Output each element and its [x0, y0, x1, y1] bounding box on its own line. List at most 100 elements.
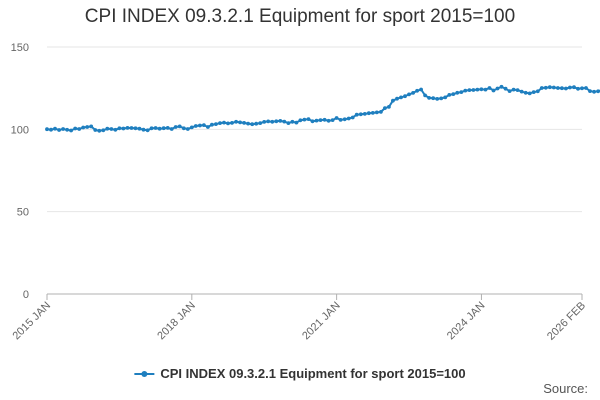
x-tick-label: 2026 FEB — [545, 300, 588, 343]
data-point — [141, 127, 146, 132]
data-point — [238, 120, 243, 125]
data-point — [334, 116, 339, 120]
data-point — [89, 124, 94, 129]
data-point — [214, 122, 218, 126]
data-point — [306, 117, 311, 121]
data-point — [511, 87, 516, 92]
data-point — [274, 119, 279, 124]
data-point — [177, 124, 182, 129]
data-point — [519, 89, 524, 94]
data-point — [101, 128, 106, 133]
chart-title: CPI INDEX 09.3.2.1 Equipment for sport 2… — [84, 6, 516, 27]
data-point — [193, 124, 198, 128]
y-axis: 0 50 100 150 — [11, 42, 29, 301]
data-point — [286, 121, 291, 125]
data-point — [507, 89, 512, 93]
data-point — [202, 123, 206, 127]
data-point — [262, 120, 267, 124]
data-point — [346, 116, 351, 121]
data-point — [443, 95, 448, 100]
data-point — [49, 127, 53, 132]
data-point — [419, 87, 423, 92]
data-point — [109, 127, 114, 131]
data-point — [354, 112, 359, 117]
data-point — [314, 118, 319, 123]
data-point — [77, 127, 82, 131]
series-line — [46, 85, 600, 132]
data-point — [499, 84, 504, 89]
data-point — [491, 88, 496, 93]
data-point — [531, 90, 536, 94]
data-point — [479, 87, 484, 92]
data-point — [415, 88, 419, 93]
data-point — [282, 119, 287, 124]
data-point — [463, 88, 468, 93]
y-tick-label: 50 — [17, 207, 29, 219]
data-point — [379, 110, 383, 114]
data-point — [65, 127, 69, 132]
data-point — [189, 125, 194, 130]
data-point — [149, 126, 154, 131]
data-point — [487, 86, 492, 90]
x-tick-label: 2015 JAN — [10, 300, 53, 343]
data-point — [294, 120, 299, 125]
data-point — [411, 91, 415, 95]
data-point — [61, 127, 65, 131]
data-point — [218, 121, 222, 125]
data-point — [527, 91, 532, 96]
data-point — [584, 86, 588, 90]
data-point — [588, 89, 592, 93]
data-point — [322, 117, 327, 122]
data-point — [246, 121, 251, 126]
data-point — [564, 86, 568, 91]
data-point — [145, 128, 150, 133]
data-point — [370, 111, 375, 115]
data-point — [560, 86, 564, 91]
data-point — [475, 87, 480, 92]
series-layer — [45, 84, 600, 133]
data-point — [157, 126, 162, 131]
data-point — [383, 106, 387, 110]
data-point — [551, 85, 556, 90]
data-point — [173, 125, 178, 129]
data-point — [572, 85, 576, 90]
data-point — [258, 121, 263, 125]
data-point — [399, 95, 403, 100]
data-point — [53, 126, 57, 131]
data-point — [85, 125, 90, 129]
data-point — [362, 112, 367, 116]
data-point — [169, 127, 174, 131]
data-point — [185, 127, 190, 131]
legend-marker-icon — [141, 371, 148, 377]
data-point — [576, 86, 580, 91]
data-point — [81, 125, 86, 130]
data-point — [592, 89, 596, 94]
data-point — [254, 121, 259, 126]
data-point — [539, 86, 544, 90]
data-point — [278, 119, 283, 123]
data-point — [515, 88, 520, 92]
data-point — [137, 126, 142, 131]
data-point — [547, 85, 552, 90]
data-point — [326, 118, 331, 123]
data-point — [97, 128, 102, 133]
data-point — [266, 119, 271, 124]
y-tick-label: 0 — [23, 289, 29, 301]
legend[interactable]: CPI INDEX 09.3.2.1 Equipment for sport 2… — [134, 366, 466, 381]
data-point — [467, 88, 472, 92]
data-point — [403, 94, 407, 99]
data-point — [250, 122, 255, 127]
data-point — [556, 86, 560, 90]
data-point — [483, 87, 488, 92]
data-point — [391, 98, 395, 103]
data-point — [580, 86, 584, 91]
data-point — [535, 89, 540, 94]
y-tick-label: 150 — [11, 42, 29, 54]
data-point — [427, 96, 431, 100]
data-point — [350, 115, 355, 120]
data-point — [459, 90, 464, 94]
data-point — [342, 117, 347, 122]
data-point — [431, 96, 436, 101]
data-point — [318, 118, 323, 122]
y-tick-label: 100 — [11, 124, 29, 136]
